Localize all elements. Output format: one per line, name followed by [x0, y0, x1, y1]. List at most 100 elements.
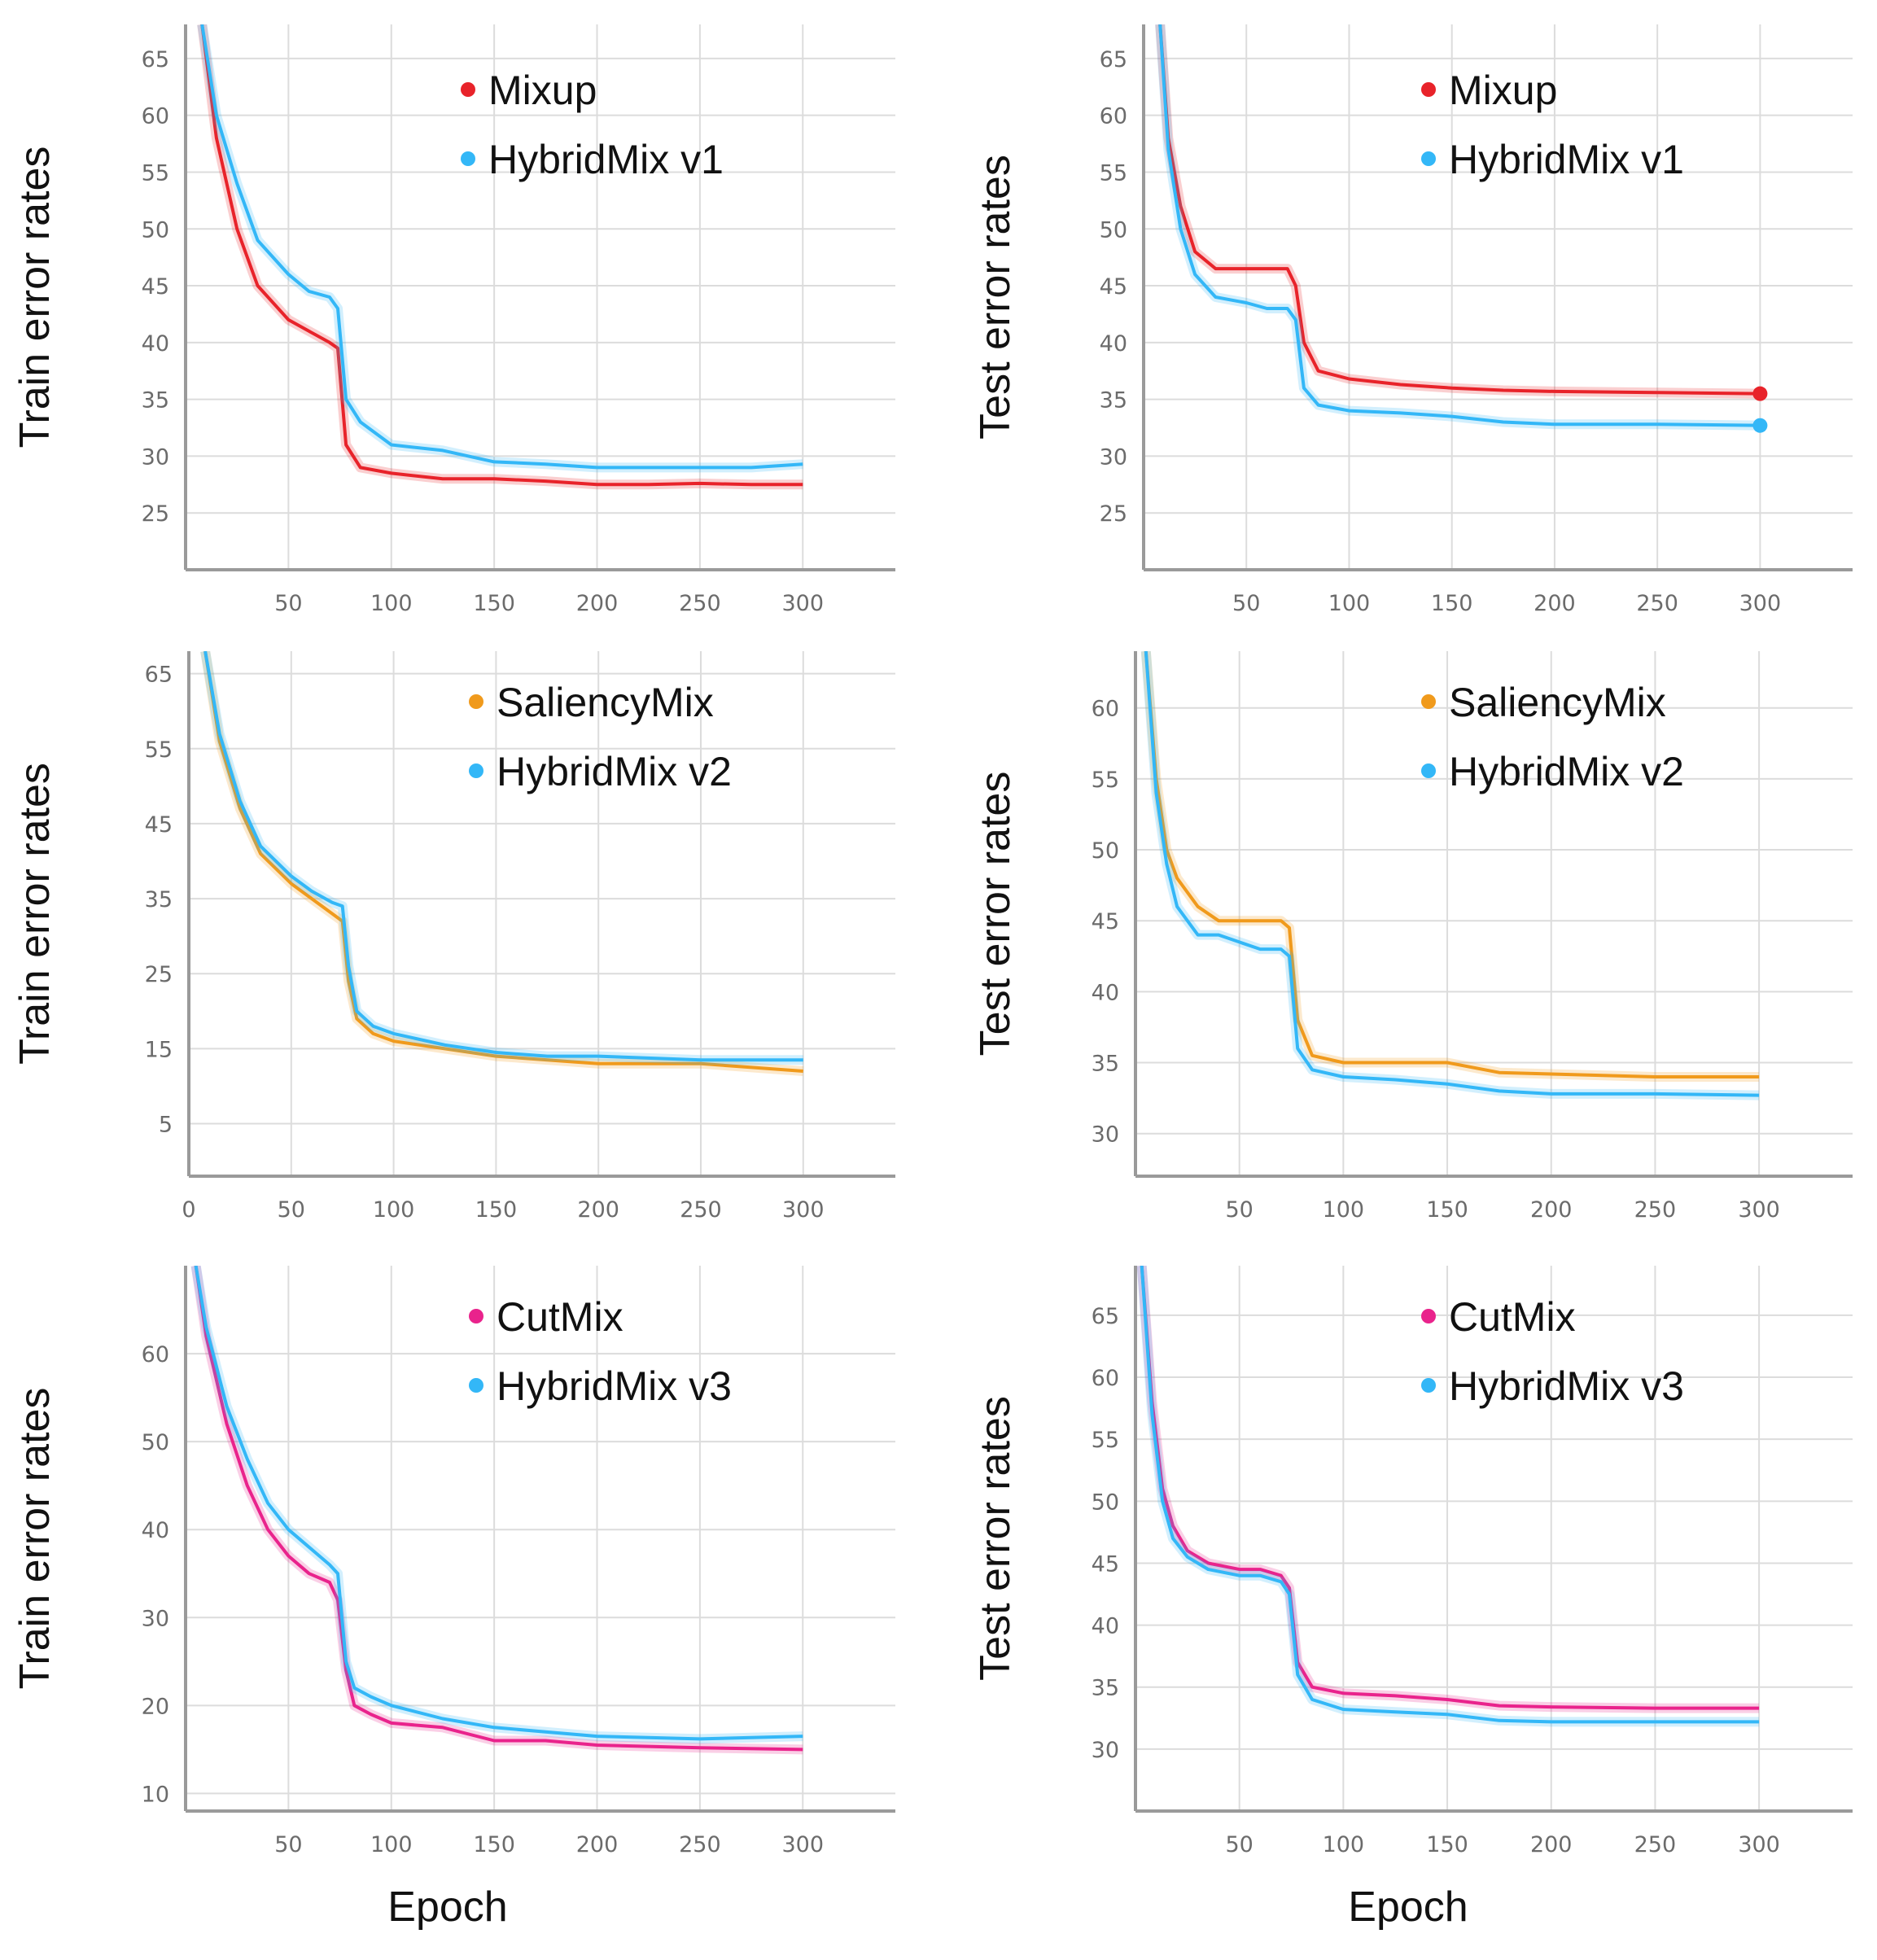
series-line-saliencymix	[203, 651, 803, 1073]
legend-marker-hybridmix-v2	[469, 763, 483, 778]
legend-label-cutmix: CutMix	[1449, 1294, 1576, 1340]
chart-panel-3: 5 15 25 35 45 55 65 0 50 100 150 200 250 300 Train err…	[11, 651, 895, 1223]
series-line-saliencymix	[1144, 651, 1760, 1078]
legend-label-hybridmix-v3: HybridMix v3	[497, 1363, 732, 1409]
series-line-hybridmix-v2	[203, 651, 803, 1062]
series-line-mixup	[1158, 24, 1761, 396]
legend-label-mixup: Mixup	[1449, 68, 1557, 113]
legend-label-hybridmix-v1: HybridMix v1	[1449, 137, 1684, 182]
series-line-hybridmix-v2	[1144, 651, 1760, 1097]
y-tick-label: 65	[1092, 1304, 1119, 1329]
legend-label-hybridmix-v2: HybridMix v2	[497, 749, 732, 794]
y-tick-label: 65	[1100, 47, 1127, 72]
x-tick-label: 300	[781, 591, 824, 616]
x-tick-label: 200	[576, 591, 619, 616]
x-tick-label: 250	[679, 591, 721, 616]
y-tick-label: 10	[142, 1782, 169, 1807]
y-axis-label: Train error rates	[11, 763, 59, 1065]
x-tick-label: 250	[1636, 591, 1678, 616]
x-tick-label: 100	[1323, 1197, 1365, 1223]
y-tick-label: 55	[1092, 1428, 1119, 1453]
y-tick-label: 60	[142, 1342, 169, 1367]
y-tick-label: 60	[1092, 697, 1119, 722]
y-tick-label: 40	[1100, 331, 1127, 357]
y-tick-label: 45	[1092, 909, 1119, 934]
y-tick-label: 45	[1092, 1551, 1119, 1577]
y-tick-label: 45	[142, 274, 169, 300]
y-tick-label: 60	[1100, 104, 1127, 129]
x-tick-label: 200	[1534, 591, 1576, 616]
y-tick-label: 40	[142, 331, 169, 357]
series-line-mixup	[200, 24, 803, 487]
x-tick-label: 100	[1323, 1832, 1365, 1857]
x-axis-title: Epoch	[387, 1883, 507, 1931]
x-tick-label: 200	[577, 1197, 619, 1223]
y-tick-label: 25	[142, 501, 169, 527]
y-tick-label: 30	[1100, 444, 1127, 470]
x-tick-label: 150	[1426, 1832, 1468, 1857]
x-tick-label: 300	[782, 1197, 825, 1223]
y-tick-label: 30	[1092, 1122, 1119, 1148]
x-tick-label: 100	[1328, 591, 1371, 616]
y-tick-label: 45	[145, 812, 173, 838]
legend-marker-hybridmix-v3	[1421, 1378, 1436, 1393]
y-tick-label: 55	[142, 160, 169, 186]
x-tick-label: 150	[475, 1197, 518, 1223]
legend-label-saliencymix: SaliencyMix	[1449, 680, 1666, 725]
x-tick-label: 200	[1530, 1197, 1573, 1223]
x-tick-label: 50	[274, 1832, 302, 1857]
legend-marker-mixup	[461, 82, 475, 97]
x-tick-label: 250	[1634, 1832, 1677, 1857]
legend-label-hybridmix-v3: HybridMix v3	[1449, 1363, 1684, 1409]
y-tick-label: 35	[1092, 1052, 1119, 1077]
y-tick-label: 50	[1092, 838, 1119, 864]
y-tick-label: 25	[1100, 501, 1127, 527]
legend-label-hybridmix-v1: HybridMix v1	[488, 137, 724, 182]
legend-marker-hybridmix-v1	[461, 151, 475, 166]
x-tick-label: 300	[781, 1832, 824, 1857]
y-tick-label: 15	[145, 1037, 173, 1062]
y-tick-label: 35	[145, 887, 173, 912]
x-tick-label: 50	[1226, 1832, 1254, 1857]
y-tick-label: 40	[1092, 1614, 1119, 1639]
legend-marker-saliencymix	[1421, 694, 1436, 709]
y-tick-label: 45	[1100, 274, 1127, 300]
y-tick-label: 5	[159, 1113, 173, 1138]
series-end-marker-hybridmix-v1	[1752, 418, 1768, 433]
x-tick-label: 100	[370, 1832, 413, 1857]
x-tick-label: 50	[274, 591, 302, 616]
chart-panel-2: 25 30 35 40 45 50 55 60 65 50 100 150 200 250 300 Test …	[972, 24, 1853, 616]
y-axis-label: Train error rates	[11, 147, 59, 448]
y-tick-label: 50	[142, 217, 169, 243]
x-tick-label: 50	[1232, 591, 1260, 616]
y-tick-label: 20	[142, 1694, 169, 1719]
y-axis-label: Test error rates	[972, 1396, 1019, 1681]
x-tick-label: 250	[680, 1197, 722, 1223]
legend-marker-hybridmix-v1	[1421, 151, 1436, 166]
x-tick-label: 150	[473, 1832, 515, 1857]
y-tick-label: 30	[142, 444, 169, 470]
x-tick-label: 50	[1226, 1197, 1254, 1223]
y-axis-label: Test error rates	[972, 772, 1019, 1057]
x-tick-label: 200	[1530, 1832, 1573, 1857]
chart-panel-5: 10 20 30 40 50 60 50 100 150 200 250 300 Train error…	[11, 1266, 895, 1857]
y-tick-label: 40	[1092, 980, 1119, 1005]
chart-panel-1: 25 30 35 40 45 50 55 60 65 50 100 150 200 250 300 Train…	[11, 24, 895, 616]
y-tick-label: 35	[142, 388, 169, 413]
legend-marker-mixup	[1421, 82, 1436, 97]
x-tick-label: 100	[373, 1197, 415, 1223]
y-tick-label: 60	[142, 104, 169, 129]
series-line-hybridmix-v1	[200, 24, 803, 470]
y-tick-label: 55	[1092, 768, 1119, 793]
y-tick-label: 55	[145, 737, 173, 763]
y-tick-label: 50	[142, 1430, 169, 1455]
legend-label-cutmix: CutMix	[497, 1294, 623, 1340]
y-tick-label: 55	[1100, 160, 1127, 186]
y-tick-label: 65	[142, 47, 169, 72]
legend-marker-hybridmix-v3	[469, 1378, 483, 1393]
y-tick-label: 65	[145, 663, 173, 688]
x-tick-label: 250	[1634, 1197, 1677, 1223]
x-tick-label: 300	[1738, 1197, 1780, 1223]
x-tick-label: 150	[473, 591, 515, 616]
y-tick-label: 25	[145, 962, 173, 987]
